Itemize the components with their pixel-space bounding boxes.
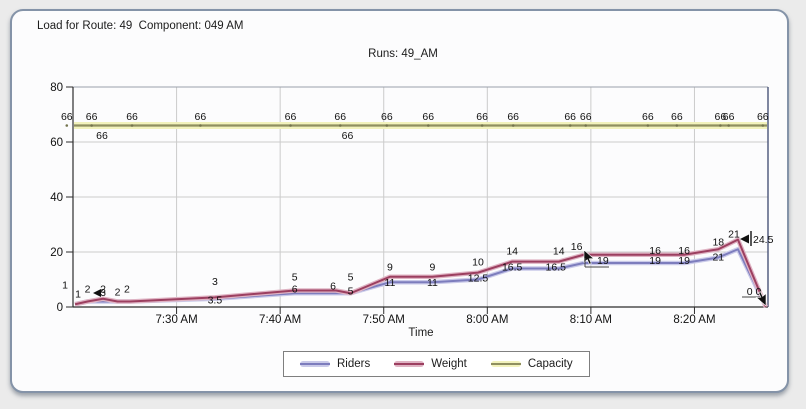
value-label: 5 <box>292 271 298 283</box>
value-label: 2 <box>115 287 121 299</box>
value-label: 66 <box>757 111 769 123</box>
value-label: 40 <box>50 192 63 204</box>
value-label: 5 <box>348 271 354 283</box>
value-label: 66 <box>564 111 576 123</box>
value-label: 60 <box>50 137 63 149</box>
value-label: 11 <box>384 277 395 289</box>
value-label: 66 <box>342 130 354 142</box>
value-label: 2 <box>124 284 130 296</box>
value-label: 11 <box>427 277 438 289</box>
chart-canvas[interactable]: 0 20 40 60 80 7:30 AM 7:40 AM 7:50 AM 8:00 AM 8:1… <box>0 0 806 350</box>
legend: Riders Weight Capacity <box>283 351 590 377</box>
value-label: 21 <box>712 251 724 263</box>
value-label: 66 <box>642 111 654 123</box>
value-label: 14 <box>553 246 565 258</box>
value-label: 66 <box>86 111 98 123</box>
value-label: 66 <box>580 111 592 123</box>
value-label: 10 <box>472 257 484 269</box>
weight-line-swatch-icon <box>394 361 425 367</box>
value-label: 66 <box>422 111 434 123</box>
value-label: 9 <box>387 261 393 273</box>
chart-title: Runs: 49_AM <box>368 48 438 60</box>
value-label: 20 <box>50 247 63 259</box>
chart-panel <box>10 9 789 393</box>
value-label: 66 <box>195 111 207 123</box>
weight-line[interactable] <box>74 237 769 308</box>
value-label: 66 <box>96 130 108 142</box>
capacity-line[interactable] <box>65 122 767 129</box>
value-label: 1 <box>75 288 81 300</box>
value-label: 66 <box>334 111 346 123</box>
legend-label-weight: Weight <box>431 358 467 370</box>
legend-item-riders: Riders <box>300 358 370 370</box>
value-label: 19 <box>597 255 609 267</box>
value-label: 3 <box>212 276 218 288</box>
value-label: 8:10 AM <box>570 314 612 326</box>
value-label: 18 <box>712 237 724 249</box>
value-label: 2 <box>85 284 91 296</box>
value-label: 2 <box>100 284 106 296</box>
value-label: 16 <box>649 245 661 257</box>
value-label: 19 <box>678 255 690 267</box>
value-label: 1 <box>62 279 68 291</box>
riders-line-swatch-icon <box>300 361 330 367</box>
value-label: 16.5 <box>546 262 567 274</box>
legend-item-weight: Weight <box>394 358 467 370</box>
value-label: 7:30 AM <box>155 314 197 326</box>
value-label: 66 <box>285 111 297 123</box>
mouse-cursor-icon: 19 <box>583 249 609 268</box>
plot-frame <box>73 86 769 307</box>
legend-label-capacity: Capacity <box>527 358 573 370</box>
capacity-line-swatch-icon <box>490 361 521 367</box>
value-label: 16 <box>678 245 690 257</box>
x-axis: 7:30 AM 7:40 AM 7:50 AM 8:00 AM 8:10 AM 8:20 … <box>73 306 768 326</box>
value-label: 6 <box>292 284 298 296</box>
value-label: 3.5 <box>208 294 223 306</box>
value-label: 19 <box>649 255 661 267</box>
value-label: 21 <box>728 228 740 240</box>
value-label: 12.5 <box>468 273 489 285</box>
legend-label-riders: Riders <box>337 358 371 370</box>
gridlines <box>73 87 768 307</box>
value-label: 16 <box>571 241 583 253</box>
value-label: 7:40 AM <box>259 314 301 326</box>
value-label: 66 <box>381 111 393 123</box>
annotation-arrow-icon: 24.5 <box>740 231 774 246</box>
value-label: 0 <box>57 302 63 314</box>
value-label: 16.5 <box>502 262 523 274</box>
value-label: 14 <box>506 246 518 258</box>
value-label: 66 <box>671 111 683 123</box>
value-label: 66 <box>507 111 519 123</box>
y-axis: 0 20 40 60 80 <box>50 82 74 314</box>
value-label: 8:00 AM <box>466 314 508 326</box>
value-label: 8:20 AM <box>673 314 715 326</box>
value-label: 66 <box>715 111 727 123</box>
legend-item-capacity: Capacity <box>490 358 573 370</box>
value-label: 66 <box>61 111 73 123</box>
value-label: 9 <box>429 261 435 273</box>
value-label: 80 <box>50 82 63 94</box>
x-axis-title: Time <box>408 327 434 339</box>
value-label: 5 <box>348 285 354 297</box>
panel-header-title: Load for Route: 49 Component: 049 AM <box>37 20 244 32</box>
value-label: 7:50 AM <box>363 314 405 326</box>
value-label: 66 <box>476 111 488 123</box>
value-label: 0 0 <box>747 286 762 298</box>
mouse-cursor-icon <box>755 291 767 307</box>
value-label: 66 <box>126 111 138 123</box>
data-labels: 11 2 23 2 233.556 6559119111012.51416.51416.5… <box>62 228 740 306</box>
value-label: 66 <box>723 111 735 123</box>
value-label: 3 <box>100 287 106 299</box>
value-label: 6 <box>330 281 336 293</box>
annotation-arrow-icon <box>93 289 101 297</box>
value-label: 24.5 <box>753 234 774 246</box>
